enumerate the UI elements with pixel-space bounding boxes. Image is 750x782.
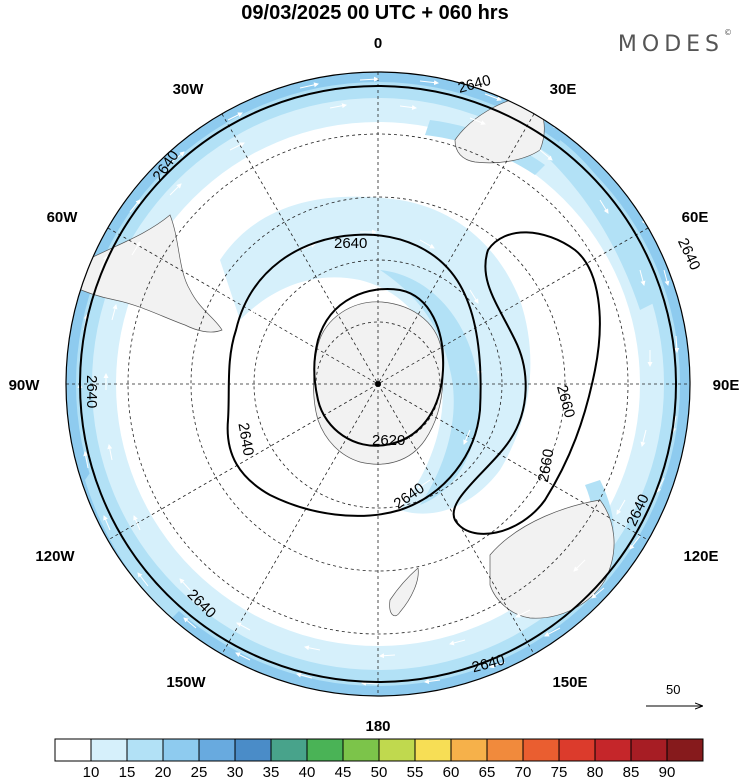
colorbar-swatch — [378, 738, 416, 762]
lon-label-180: 180 — [365, 718, 390, 735]
colorbar-label: 70 — [514, 764, 532, 781]
colorbar-label: 65 — [478, 764, 496, 781]
colorbar-label: 60 — [442, 764, 460, 781]
colorbar-swatch — [522, 738, 560, 762]
colorbar-swatch — [162, 738, 200, 762]
lon-label-120e: 120E — [683, 548, 718, 565]
colorbar-swatch — [630, 738, 668, 762]
colorbar-label: 10 — [82, 764, 100, 781]
brand-name: MODES — [617, 32, 724, 57]
colorbar-label: 40 — [298, 764, 316, 781]
contour-2660 — [452, 231, 601, 535]
colorbar-swatch — [342, 738, 380, 762]
colorbar-label: 35 — [262, 764, 280, 781]
contour-2620 — [313, 288, 445, 447]
longitude-labels: 0 30E 60E 90E 120E 150E 180 150W 120W 90… — [9, 35, 740, 735]
colorbar — [54, 738, 704, 762]
colorbar-swatch — [414, 738, 452, 762]
lon-label-0: 0 — [374, 35, 382, 52]
contour-label: 2660 — [535, 448, 558, 484]
colorbar-swatch — [558, 738, 596, 762]
height-contours — [79, 85, 677, 683]
colorbar-label: 90 — [658, 764, 676, 781]
lon-label-30w: 30W — [173, 81, 205, 98]
colorbar-swatch — [306, 738, 344, 762]
colorbar-swatch — [486, 738, 524, 762]
colorbar-label: 55 — [406, 764, 424, 781]
brand-mark: © — [724, 28, 732, 37]
africa — [454, 94, 545, 164]
colorbar-swatch — [126, 738, 164, 762]
contour-label: 2640 — [234, 421, 257, 457]
colorbar-label: 50 — [370, 764, 388, 781]
colorbar-swatch — [90, 738, 128, 762]
colorbar-label: 80 — [586, 764, 604, 781]
lon-label-90w: 90W — [9, 377, 41, 394]
reference-vector-label: 50 — [666, 682, 680, 697]
colorbar-label: 20 — [154, 764, 172, 781]
colorbar-label: 25 — [190, 764, 208, 781]
contour-label: 2620 — [372, 432, 405, 449]
colorbar-swatch — [198, 738, 236, 762]
south-america — [69, 214, 223, 333]
colorbar-swatch — [594, 738, 632, 762]
colorbar-label: 45 — [334, 764, 352, 781]
colorbar-label: 30 — [226, 764, 244, 781]
colorbar-label: 15 — [118, 764, 136, 781]
lon-label-60w: 60W — [47, 209, 79, 226]
colorbar-swatch — [234, 738, 272, 762]
south-pole-marker — [375, 381, 381, 387]
map-border — [65, 71, 691, 697]
new-zealand — [389, 567, 419, 617]
brand-logo: MODES© — [617, 28, 732, 57]
contour-2640-outer — [79, 85, 677, 683]
colorbar-swatch — [270, 738, 308, 762]
colorbar-swatch — [666, 738, 704, 762]
contour-label: 2640 — [674, 235, 704, 272]
contour-2640-inner — [226, 233, 482, 517]
lon-label-90e: 90E — [713, 377, 740, 394]
colorbar-label: 75 — [550, 764, 568, 781]
lon-label-150w: 150W — [166, 674, 206, 691]
colorbar-swatch — [450, 738, 488, 762]
lon-label-120w: 120W — [35, 548, 75, 565]
lon-label-60e: 60E — [682, 209, 709, 226]
map-title: 09/03/2025 00 UTC + 060 hrs — [241, 2, 509, 24]
lon-label-150e: 150E — [552, 674, 587, 691]
contour-label: 2640 — [83, 375, 100, 408]
colorbar-label: 85 — [622, 764, 640, 781]
contour-label: 2640 — [334, 235, 367, 252]
reference-vector: 50 — [646, 682, 712, 720]
lon-label-30e: 30E — [550, 81, 577, 98]
colorbar-swatch — [54, 738, 92, 762]
